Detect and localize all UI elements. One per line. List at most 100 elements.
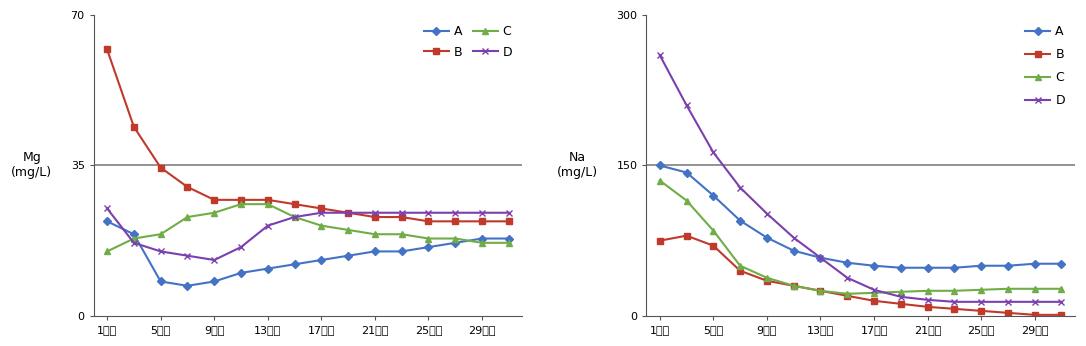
C — [1028, 287, 1041, 291]
B — [154, 165, 167, 170]
Line: A: A — [657, 163, 1064, 271]
B — [734, 269, 747, 273]
A — [207, 280, 220, 284]
B — [235, 198, 248, 202]
D — [315, 211, 328, 215]
B — [948, 307, 961, 311]
A — [154, 280, 167, 284]
A — [921, 266, 934, 270]
C — [342, 228, 355, 232]
A — [181, 284, 194, 288]
A — [1055, 262, 1068, 266]
C — [734, 264, 747, 268]
C — [760, 276, 773, 280]
D — [707, 151, 720, 155]
D — [449, 211, 462, 215]
A — [288, 262, 301, 266]
C — [680, 199, 693, 203]
B — [368, 215, 381, 219]
C — [207, 211, 220, 215]
D — [476, 211, 489, 215]
D — [868, 288, 881, 292]
Line: C: C — [104, 201, 512, 254]
A — [948, 266, 961, 270]
C — [894, 290, 907, 294]
Line: A: A — [104, 219, 512, 289]
A — [1028, 262, 1041, 266]
A — [1001, 264, 1014, 268]
C — [368, 232, 381, 236]
D — [127, 241, 140, 245]
C — [181, 215, 194, 219]
D — [288, 215, 301, 219]
C — [262, 202, 275, 206]
A — [315, 258, 328, 262]
A — [395, 249, 408, 254]
D — [1028, 300, 1041, 304]
B — [760, 279, 773, 283]
A — [894, 266, 907, 270]
B — [814, 289, 828, 293]
D — [948, 300, 961, 304]
A — [368, 249, 381, 254]
D — [654, 53, 667, 57]
C — [654, 179, 667, 183]
D — [368, 211, 381, 215]
B — [422, 219, 435, 224]
C — [449, 236, 462, 240]
Y-axis label: Na
(mg/L): Na (mg/L) — [557, 152, 598, 180]
Legend: A, B, C, D: A, B, C, D — [420, 21, 516, 62]
B — [127, 125, 140, 129]
C — [154, 232, 167, 236]
C — [868, 291, 881, 295]
C — [1055, 287, 1068, 291]
B — [101, 47, 114, 52]
C — [1001, 287, 1014, 291]
B — [181, 185, 194, 189]
A — [707, 193, 720, 198]
B — [1001, 311, 1014, 315]
C — [814, 289, 828, 293]
B — [503, 219, 516, 224]
D — [101, 206, 114, 210]
C — [841, 292, 854, 296]
D — [181, 254, 194, 258]
C — [315, 224, 328, 228]
D — [503, 211, 516, 215]
A — [476, 236, 489, 240]
B — [262, 198, 275, 202]
B — [921, 305, 934, 309]
D — [395, 211, 408, 215]
B — [315, 206, 328, 210]
D — [1001, 300, 1014, 304]
D — [207, 258, 220, 262]
D — [921, 298, 934, 302]
B — [841, 294, 854, 298]
B — [707, 244, 720, 248]
B — [207, 198, 220, 202]
C — [503, 241, 516, 245]
B — [974, 309, 987, 313]
B — [288, 202, 301, 206]
D — [680, 103, 693, 107]
A — [974, 264, 987, 268]
C — [235, 202, 248, 206]
A — [868, 264, 881, 268]
A — [127, 232, 140, 236]
B — [1055, 313, 1068, 317]
B — [395, 215, 408, 219]
A — [787, 249, 800, 253]
B — [476, 219, 489, 224]
C — [127, 236, 140, 240]
Line: C: C — [657, 178, 1064, 297]
D — [342, 211, 355, 215]
A — [760, 236, 773, 240]
C — [948, 289, 961, 293]
D — [814, 256, 828, 260]
A — [342, 254, 355, 258]
C — [921, 289, 934, 293]
C — [476, 241, 489, 245]
B — [787, 284, 800, 288]
C — [707, 229, 720, 233]
A — [262, 266, 275, 271]
